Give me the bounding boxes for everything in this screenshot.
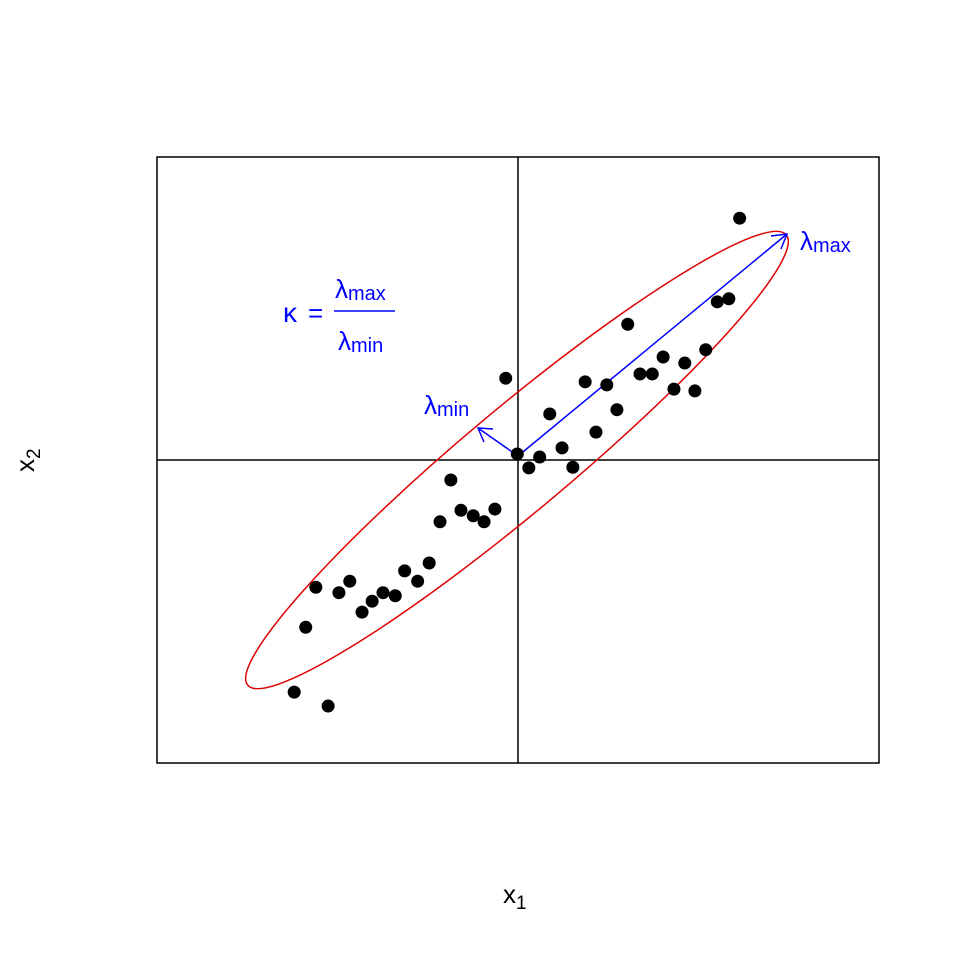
kappa-formula: κ = λmax λmin — [283, 274, 395, 357]
subscript: max — [813, 235, 851, 257]
point — [578, 375, 592, 389]
point — [633, 367, 647, 381]
point — [365, 594, 379, 608]
numerator: λmax — [335, 274, 386, 305]
symbol: λ — [424, 390, 437, 420]
arrowhead-min — [476, 427, 494, 443]
kappa-symbol: κ — [283, 297, 298, 328]
subscript: 2 — [24, 448, 45, 459]
point — [589, 425, 603, 439]
point — [309, 580, 323, 594]
point — [398, 564, 412, 578]
point — [376, 586, 390, 600]
point — [610, 403, 624, 417]
point — [645, 367, 659, 381]
point — [422, 556, 436, 570]
points — [287, 211, 747, 713]
subscript: max — [348, 283, 386, 305]
point — [433, 515, 447, 529]
point — [555, 441, 569, 455]
point — [566, 460, 580, 474]
subscript: min — [437, 399, 469, 421]
point — [332, 586, 346, 600]
eigen-arrows — [476, 233, 789, 457]
point — [621, 317, 635, 331]
point — [454, 503, 468, 517]
symbol: λ — [335, 274, 348, 304]
arrowhead-max — [770, 233, 789, 250]
point — [477, 515, 491, 529]
point — [287, 685, 301, 699]
point — [388, 589, 402, 603]
lambda-max-label: λmax — [800, 226, 851, 257]
point — [656, 350, 670, 364]
point — [343, 574, 357, 588]
point — [411, 574, 425, 588]
lambda-min-label: λmin — [424, 390, 469, 421]
point — [510, 447, 524, 461]
point — [699, 343, 713, 357]
point — [499, 371, 513, 385]
equals: = — [308, 298, 323, 328]
symbol: λ — [800, 226, 813, 256]
point — [733, 211, 747, 225]
point — [321, 699, 335, 713]
point — [522, 461, 536, 475]
point — [299, 620, 313, 634]
point — [667, 382, 681, 396]
symbol: x — [503, 879, 516, 909]
subscript: 1 — [516, 893, 527, 914]
symbol: λ — [338, 326, 351, 356]
point — [543, 407, 557, 421]
point — [688, 384, 702, 398]
arrow-max — [517, 233, 788, 457]
point — [678, 356, 692, 370]
y-axis-label: x2 — [10, 448, 45, 472]
point — [533, 450, 547, 464]
point — [488, 502, 502, 516]
subscript: min — [351, 335, 383, 357]
x-axis-label: x1 — [503, 879, 527, 914]
point — [444, 473, 458, 487]
point — [710, 295, 724, 309]
symbol: x — [10, 459, 40, 472]
point — [355, 605, 369, 619]
denominator: λmin — [338, 326, 383, 357]
point — [466, 509, 480, 523]
point — [722, 292, 736, 306]
point — [600, 378, 614, 392]
